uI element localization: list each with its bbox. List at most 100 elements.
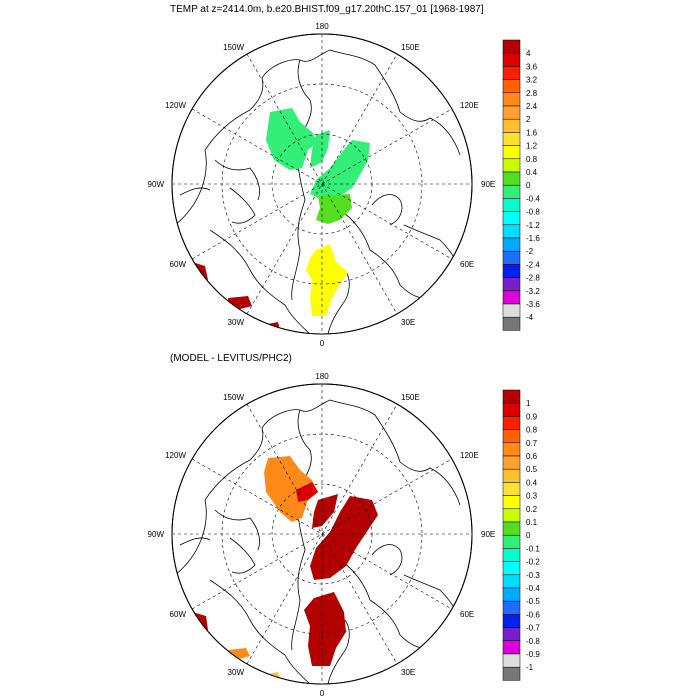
bottom-colorbar-cell: [502, 587, 521, 602]
bottom-colorbar-label: -1: [526, 663, 534, 672]
top-lon-label-180: 180: [315, 22, 329, 31]
top-colorbar-cell: [502, 184, 521, 199]
bottom-colorbar-cell: [502, 468, 521, 483]
bottom-colorbar-label: 0.2: [526, 505, 538, 514]
bottom-colorbar-cell: [502, 482, 521, 496]
bottom-longitude-labels: 180 150E 120E 90E 60E 30E 0 30W 60W 90W …: [148, 372, 496, 698]
top-colorbar-cell: [502, 105, 521, 120]
bottom-colorbar-cell: [502, 574, 521, 589]
top-colorbar-label: -3.6: [526, 300, 540, 309]
bottom-difference-field: [192, 456, 378, 681]
bottom-field-patch-red-small: [296, 482, 318, 502]
bottom-graticule: [172, 384, 472, 684]
bottom-lon-label-120e: 120E: [460, 451, 479, 460]
bottom-colorbar-cell: [502, 600, 521, 615]
top-lon-label-120w: 120W: [165, 101, 186, 110]
bottom-colorbar-label: -0.3: [526, 571, 540, 580]
bottom-colorbar-cell: [502, 653, 521, 668]
top-colorbar-label: -2: [526, 247, 534, 256]
top-colorbar-label: -0.4: [526, 194, 540, 203]
top-colorbar-label: -4: [526, 313, 534, 322]
bottom-colorbar-label: 0.9: [526, 412, 538, 421]
bottom-lon-label-30w: 30W: [228, 668, 245, 677]
top-colorbar-cell: [502, 39, 521, 54]
top-colorbar-cell: [502, 290, 521, 305]
top-lon-label-30e: 30E: [401, 318, 415, 327]
bottom-colorbar-cell: [502, 548, 521, 562]
top-colorbar-label: 4: [526, 49, 531, 58]
top-colorbar-label: -0.8: [526, 208, 540, 217]
bottom-field-patch-darkred-1: [310, 496, 378, 580]
bottom-colorbar-label: -0.9: [526, 650, 540, 659]
bottom-colorbar-label: -0.6: [526, 610, 540, 619]
bottom-colorbar-label: 0.6: [526, 452, 538, 461]
bottom-colorbar-label: 0.8: [526, 426, 538, 435]
top-colorbar-label: 0.8: [526, 155, 538, 164]
bottom-map-title: (MODEL - LEVITUS/PHC2): [170, 353, 292, 364]
bottom-colorbar-label: -0.8: [526, 637, 540, 646]
bottom-colorbar: 1 0.9 0.8 0.7 0.6 0.5 0.4 0.3 0.2 0.1 0 -0.1 -0.2 -0.…: [502, 389, 540, 681]
bottom-field-patch-darkred-3: [304, 592, 346, 666]
bottom-colorbar-label: 0: [526, 531, 531, 540]
bottom-colorbar-label: -0.4: [526, 584, 540, 593]
bottom-colorbar-cell: [502, 429, 521, 444]
top-colorbar-cell: [502, 277, 521, 292]
top-colorbar-cell: [502, 211, 521, 226]
bottom-colorbar-label: -0.5: [526, 597, 540, 606]
top-colorbar-cell: [502, 79, 521, 94]
bottom-lon-label-120w: 120W: [165, 451, 186, 460]
bottom-colorbar-label: -0.7: [526, 624, 540, 633]
bottom-lon-label-60e: 60E: [460, 610, 474, 619]
top-lon-label-120e: 120E: [460, 101, 479, 110]
top-colorbar-cell: [502, 224, 521, 239]
top-colorbar: 4 3.6 3.2 2.8 2.4 2 1.6 1.2 0.8 0.4 0 -0.4 -0.8 -1.2 -…: [502, 39, 540, 331]
top-colorbar-cell: [502, 198, 521, 212]
bottom-colorbar-cell: [502, 416, 521, 430]
bottom-colorbar-cell: [502, 389, 521, 404]
bottom-colorbar-cell: [502, 666, 521, 681]
bottom-colorbar-cell: [502, 402, 521, 417]
top-lon-label-30w: 30W: [228, 318, 245, 327]
top-lon-label-150w: 150W: [223, 43, 244, 52]
bottom-colorbar-label: 0.4: [526, 478, 538, 487]
bottom-colorbar-cell: [502, 455, 521, 470]
top-colorbar-cell: [502, 66, 521, 80]
top-colorbar-cell: [502, 52, 521, 67]
top-map-title: TEMP at z=2414.0m, b.e20.BHIST.f09_g17.2…: [170, 4, 484, 15]
top-colorbar-cell: [502, 132, 521, 146]
top-colorbar-label: 2: [526, 115, 531, 124]
top-colorbar-label: -3.2: [526, 287, 540, 296]
top-colorbar-label: -2.4: [526, 260, 540, 269]
top-colorbar-label: 1.2: [526, 142, 538, 151]
top-colorbar-cell: [502, 171, 521, 186]
bottom-colorbar-label: -0.2: [526, 558, 540, 567]
top-field-patch-green-3: [310, 140, 370, 200]
top-lon-label-0: 0: [320, 339, 325, 348]
top-lon-label-60w: 60W: [170, 260, 187, 269]
top-colorbar-cell: [502, 158, 521, 173]
top-colorbar-cell: [502, 92, 521, 107]
top-field-patch-brightgreen: [316, 194, 352, 224]
top-lon-label-90w: 90W: [148, 180, 165, 189]
bottom-field-patch-darkred-2: [312, 494, 338, 528]
top-colorbar-cell: [502, 250, 521, 265]
bottom-coastlines: [174, 399, 463, 684]
top-polar-map: 180 150E 120E 90E 60E 30E 0 30W 60W 90W …: [148, 22, 541, 348]
bottom-colorbar-label: 0.7: [526, 439, 538, 448]
bottom-colorbar-cell: [502, 521, 521, 536]
top-colorbar-label: -2.8: [526, 274, 540, 283]
top-colorbar-label: 2.4: [526, 102, 538, 111]
bottom-colorbar-cell: [502, 534, 521, 549]
top-colorbar-cell: [502, 264, 521, 278]
bottom-colorbar-cell: [502, 442, 521, 457]
top-lon-label-90e: 90E: [481, 180, 495, 189]
bottom-colorbar-cell: [502, 495, 521, 510]
top-colorbar-cell: [502, 303, 521, 318]
bottom-colorbar-cell: [502, 627, 521, 642]
top-colorbar-label: 0.4: [526, 168, 538, 177]
bottom-lon-label-90e: 90E: [481, 530, 495, 539]
bottom-colorbar-label: -0.1: [526, 544, 540, 553]
top-colorbar-cell: [502, 316, 521, 331]
bottom-colorbar-label: 0.1: [526, 518, 538, 527]
